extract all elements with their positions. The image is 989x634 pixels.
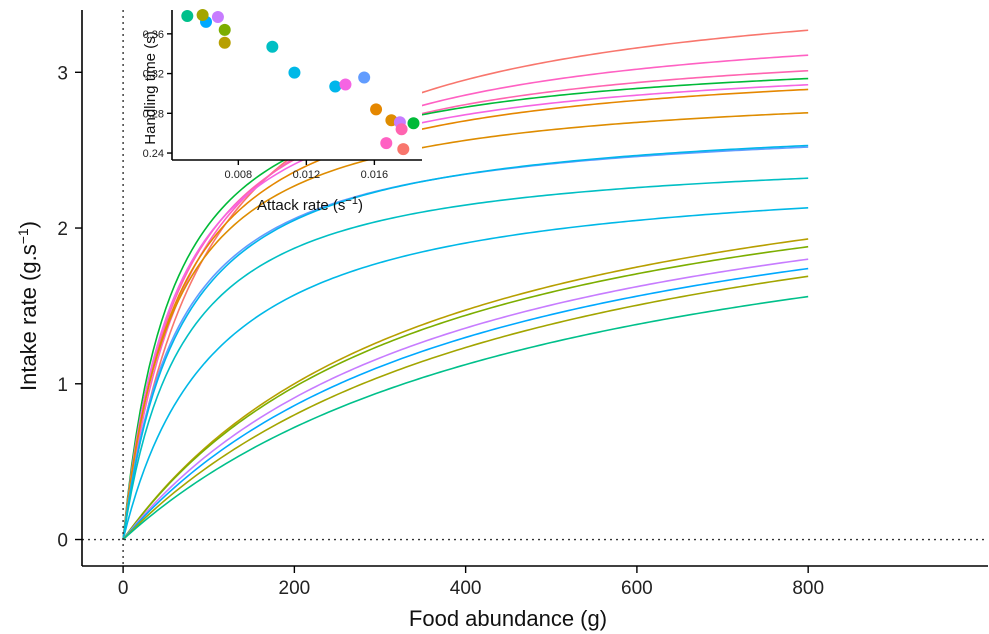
inset-point: [211, 10, 224, 23]
intake-curve: [122, 88, 809, 540]
inset-point: [358, 71, 371, 84]
inset-x-tick-label: 0.012: [293, 169, 321, 181]
intake-curve: [122, 29, 809, 540]
intake-curve: [122, 275, 809, 541]
inset-y-tick-label: 0.36: [143, 29, 164, 41]
inset-y-axis-ticks: 0.24 0.28 0.32 0.36: [143, 29, 172, 160]
inset-y-tick-label: 0.32: [143, 69, 164, 81]
y-tick-label: 0: [57, 531, 68, 552]
y-tick-label: 2: [57, 219, 68, 240]
inset-point: [407, 117, 420, 130]
inset-x-tick-label: 0.016: [361, 169, 389, 181]
inset-background: [172, 10, 422, 160]
inset-point: [370, 103, 383, 116]
x-tick-label: 600: [621, 578, 653, 599]
intake-curve: [122, 238, 809, 540]
intake-curve: [122, 77, 809, 540]
x-tick-label: 400: [450, 578, 482, 599]
inset-point: [397, 143, 410, 156]
inset-point: [380, 137, 393, 150]
x-tick-label: 200: [279, 578, 311, 599]
inset-x-axis-title: Attack rate (s−1): [257, 195, 363, 214]
intake-curve: [122, 295, 809, 541]
x-tick-label: 800: [792, 578, 824, 599]
x-axis-title: Food abundance (g): [409, 606, 607, 631]
main-plot: 0 200 400 600 800 0 1 2 3 Food abundance (g) In…: [15, 10, 988, 631]
intake-curve: [122, 245, 809, 540]
x-tick-label: 0: [118, 578, 129, 599]
inset-point: [339, 78, 352, 91]
intake-curve: [122, 69, 809, 540]
inset-y-axis-title: Handling time (s): [142, 31, 159, 144]
inset-point: [196, 8, 209, 21]
intake-curve: [122, 206, 809, 540]
y-tick-label: 1: [57, 375, 68, 396]
inset-scatter-plot: 0.008 0.012 0.016 0.24 0.28 0.32 0.36 Attack …: [142, 8, 422, 214]
y-axis-title: Intake rate (g.s−1): [15, 221, 41, 391]
intake-curve: [122, 111, 809, 540]
inset-point: [266, 40, 279, 53]
inset-point: [329, 80, 342, 93]
intake-curve: [122, 258, 809, 541]
intake-curve: [122, 54, 809, 540]
inset-point: [181, 9, 194, 22]
intake-curves: [122, 29, 809, 541]
inset-x-tick-label: 0.008: [225, 169, 253, 181]
inset-point: [288, 66, 301, 79]
inset-point: [218, 23, 231, 36]
inset-y-tick-label: 0.28: [143, 108, 164, 120]
intake-curve: [122, 146, 809, 540]
y-axis-ticks: 0 1 2 3: [57, 63, 82, 552]
y-tick-label: 3: [57, 63, 68, 84]
inset-point: [218, 36, 231, 49]
intake-curve: [122, 83, 809, 540]
intake-curve: [122, 144, 809, 540]
inset-y-tick-label: 0.24: [143, 148, 164, 160]
intake-curve: [122, 177, 809, 540]
x-axis-ticks: 0 200 400 600 800: [118, 566, 824, 599]
intake-curve: [122, 267, 809, 541]
inset-x-axis-ticks: 0.008 0.012 0.016: [225, 160, 389, 181]
inset-points: [181, 8, 420, 156]
inset-point: [395, 123, 408, 136]
